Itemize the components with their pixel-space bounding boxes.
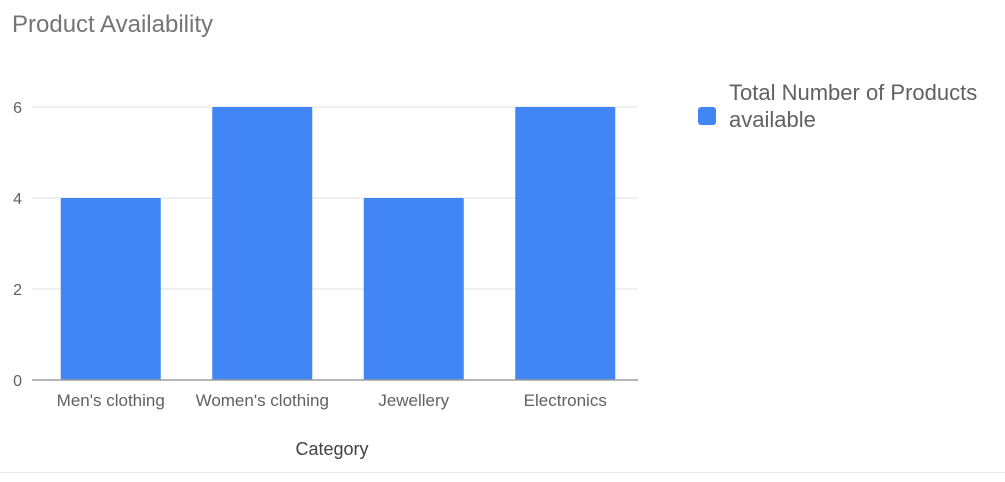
bar[interactable]: [363, 198, 464, 380]
y-tick-label: 2: [13, 282, 22, 299]
y-axis-tick-labels: 0 2 4 6: [13, 100, 22, 390]
bars: [32, 107, 638, 381]
legend: Total Number of Products available: [698, 79, 999, 133]
legend-swatch: [698, 107, 716, 125]
x-axis-tick-labels: Men's clothing Women's clothing Jewellery E…: [57, 391, 607, 410]
x-tick-label: Women's clothing: [196, 391, 329, 410]
bar[interactable]: [212, 107, 313, 380]
y-tick-label: 6: [13, 100, 22, 117]
x-tick-label: Electronics: [524, 391, 607, 410]
x-tick-label: Jewellery: [378, 391, 449, 410]
x-tick-label: Men's clothing: [57, 391, 165, 410]
legend-label: Total Number of Products available: [729, 80, 978, 132]
bar[interactable]: [60, 198, 161, 380]
y-tick-label: 0: [13, 373, 22, 390]
divider: [0, 472, 1005, 473]
y-tick-label: 4: [13, 191, 22, 208]
chart-title: Product Availability: [12, 11, 213, 38]
x-axis-title: Category: [295, 439, 368, 459]
bar[interactable]: [515, 107, 616, 380]
